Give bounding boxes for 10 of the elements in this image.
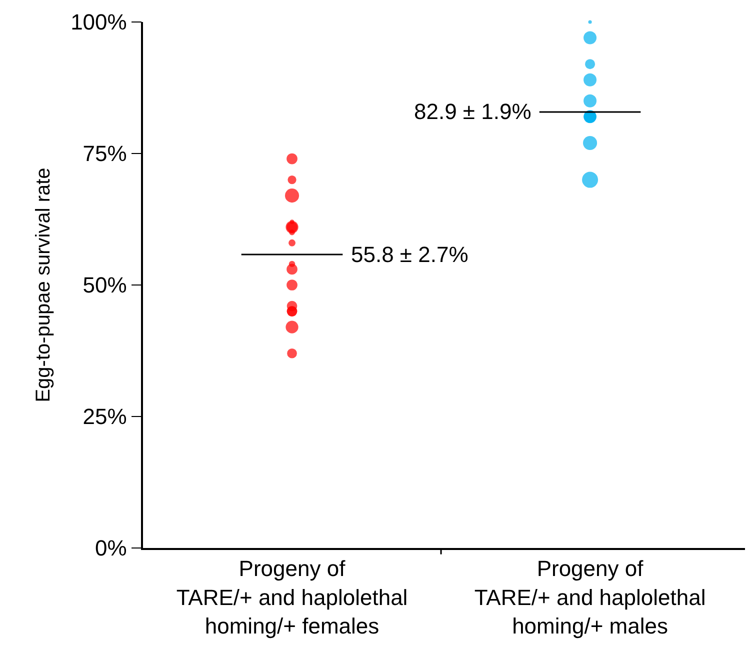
y-tick-label: 0% — [95, 536, 127, 561]
x-tick-label: Progeny of TARE/+ and haplolethal homing/+ females — [176, 556, 408, 638]
y-tick-label: 50% — [82, 272, 127, 298]
ref-line-label: 55.8 ± 2.7% — [351, 242, 468, 267]
x-tick-label: Progeny of TARE/+ and haplolethal homing/+ males — [474, 556, 706, 638]
ref-line-label: 82.9 ± 1.9% — [414, 99, 532, 124]
y-tick-label: 100% — [70, 10, 127, 35]
y-axis-title: Egg-to-pupae survival rate — [32, 168, 55, 402]
y-tick-label: 75% — [82, 141, 127, 166]
y-tick-label: 25% — [82, 404, 127, 430]
